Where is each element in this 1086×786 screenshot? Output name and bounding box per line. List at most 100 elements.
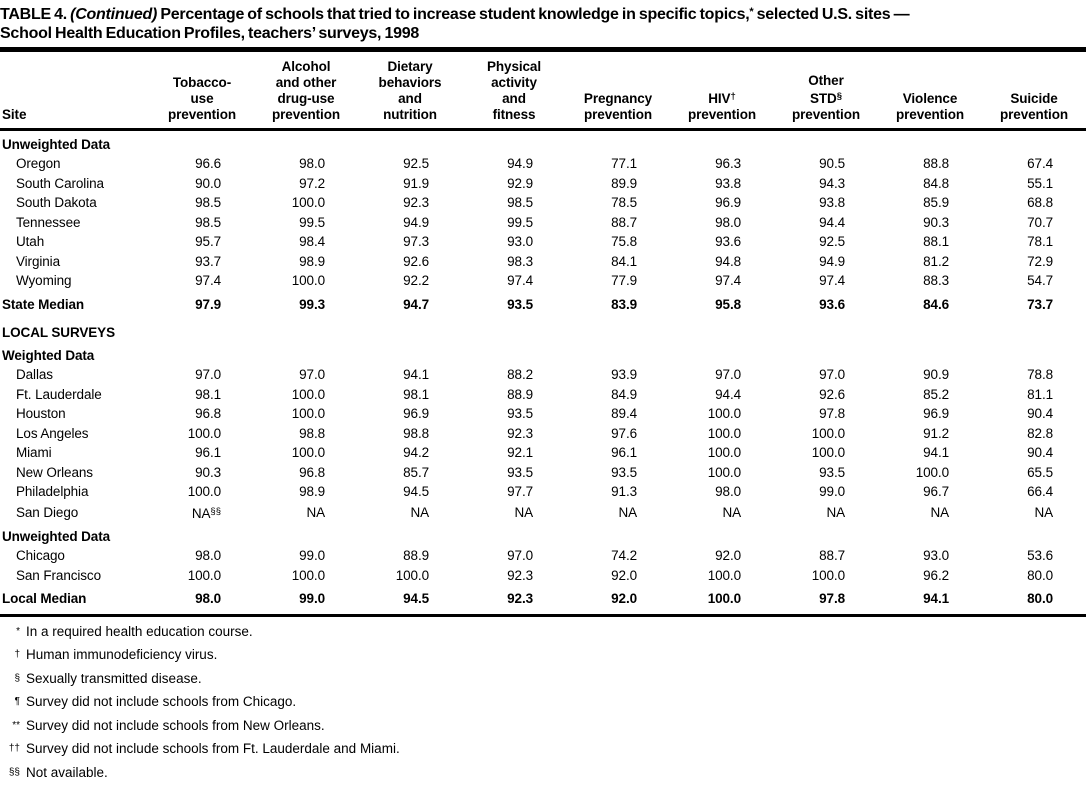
value-cell: 98.5 [462,193,566,213]
value-cell: 97.4 [670,271,774,291]
value-cell: 92.5 [774,232,878,252]
title-text-end: selected U.S. sites — [753,6,909,23]
value-cell: 100.0 [670,585,774,614]
value-cell: 94.9 [462,154,566,174]
value-cell: 94.2 [358,443,462,463]
value-cell: 99.5 [462,213,566,233]
column-header-hiv: HIV†prevention [670,52,774,130]
site-label: Local Median [0,585,150,614]
value-cell: 98.9 [254,482,358,502]
footnote: §§Not available. [0,763,1086,786]
value-cell: 65.5 [982,463,1086,483]
section-header-row: Unweighted Data [0,523,1086,546]
value-cell: 97.6 [566,424,670,444]
site-label: Miami [0,443,150,463]
value-cell: 85.2 [878,385,982,405]
value-cell: 97.2 [254,174,358,194]
value-cell: 88.3 [878,271,982,291]
value-cell: 98.1 [358,385,462,405]
value-cell: 97.3 [358,232,462,252]
value-cell: 91.2 [878,424,982,444]
value-cell: 88.7 [566,213,670,233]
value-cell: 93.5 [462,404,566,424]
value-cell: 83.9 [566,291,670,320]
value-cell: 96.8 [254,463,358,483]
value-cell: 100.0 [774,566,878,586]
value-cell: 89.9 [566,174,670,194]
site-label: San Diego [0,502,150,524]
value-cell: 93.5 [462,291,566,320]
value-cell: NA [982,502,1086,524]
value-cell: 73.7 [982,291,1086,320]
value-cell: 100.0 [358,566,462,586]
value-cell: 94.1 [878,585,982,614]
value-cell: 90.5 [774,154,878,174]
value-cell: 84.9 [566,385,670,405]
value-cell: 89.4 [566,404,670,424]
value-cell: 98.0 [150,546,254,566]
value-cell: 94.9 [358,213,462,233]
document-page: TABLE 4. (Continued) Percentage of schoo… [0,0,1086,764]
value-cell: 92.0 [566,566,670,586]
site-label: Virginia [0,252,150,272]
value-cell: 97.0 [150,365,254,385]
value-cell: 94.5 [358,585,462,614]
value-cell: 72.9 [982,252,1086,272]
value-cell: 97.4 [774,271,878,291]
value-cell: 94.1 [878,443,982,463]
value-cell: 97.7 [462,482,566,502]
value-cell: 92.3 [358,193,462,213]
value-cell: 81.1 [982,385,1086,405]
value-cell: 95.7 [150,232,254,252]
table-title: TABLE 4. (Continued) Percentage of schoo… [0,3,1086,43]
value-cell: 99.0 [254,546,358,566]
value-cell: 90.3 [150,463,254,483]
footnote: **Survey did not include schools from Ne… [0,716,1086,740]
value-cell: 94.7 [358,291,462,320]
value-cell: 100.0 [150,566,254,586]
site-label: New Orleans [0,463,150,483]
value-cell: 91.9 [358,174,462,194]
value-cell: 92.6 [358,252,462,272]
value-cell: 88.1 [878,232,982,252]
site-label: San Francisco [0,566,150,586]
value-cell: 92.2 [358,271,462,291]
value-cell: NA [462,502,566,524]
value-cell: 100.0 [150,424,254,444]
value-cell: 97.0 [254,365,358,385]
value-cell: 78.5 [566,193,670,213]
value-cell: 96.1 [566,443,670,463]
value-cell: 96.9 [670,193,774,213]
value-cell: 94.4 [670,385,774,405]
section-header-row: LOCAL SURVEYS [0,319,1086,342]
value-cell: NA [670,502,774,524]
footnote-marker: §§ [210,506,221,517]
value-cell: 92.3 [462,585,566,614]
value-cell: 100.0 [254,443,358,463]
site-label: Ft. Lauderdale [0,385,150,405]
footnote-marker: †† [0,739,26,763]
footnote: ¶Survey did not include schools from Chi… [0,692,1086,716]
value-cell: 90.0 [150,174,254,194]
value-cell: NA [774,502,878,524]
title-text: Percentage of schools that tried to incr… [157,6,749,23]
footnote-marker: §§ [0,763,26,786]
value-cell: 93.0 [462,232,566,252]
value-cell: 100.0 [254,566,358,586]
value-cell: 98.4 [254,232,358,252]
value-cell: 90.4 [982,443,1086,463]
value-cell: 94.1 [358,365,462,385]
